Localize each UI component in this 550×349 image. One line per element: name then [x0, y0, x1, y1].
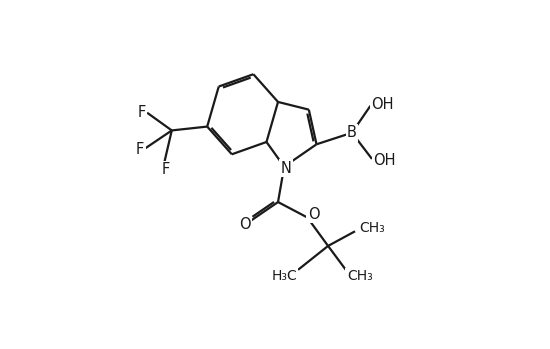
- Text: OH: OH: [373, 153, 395, 168]
- Text: F: F: [136, 142, 144, 157]
- Text: O: O: [239, 217, 251, 232]
- Text: F: F: [162, 162, 170, 177]
- Text: O: O: [307, 207, 319, 222]
- Text: CH₃: CH₃: [359, 221, 385, 235]
- Text: N: N: [280, 161, 291, 176]
- Text: CH₃: CH₃: [346, 269, 372, 283]
- Text: B: B: [347, 125, 357, 140]
- Text: OH: OH: [371, 97, 394, 112]
- Text: F: F: [138, 105, 146, 120]
- Text: H₃C: H₃C: [271, 269, 297, 283]
